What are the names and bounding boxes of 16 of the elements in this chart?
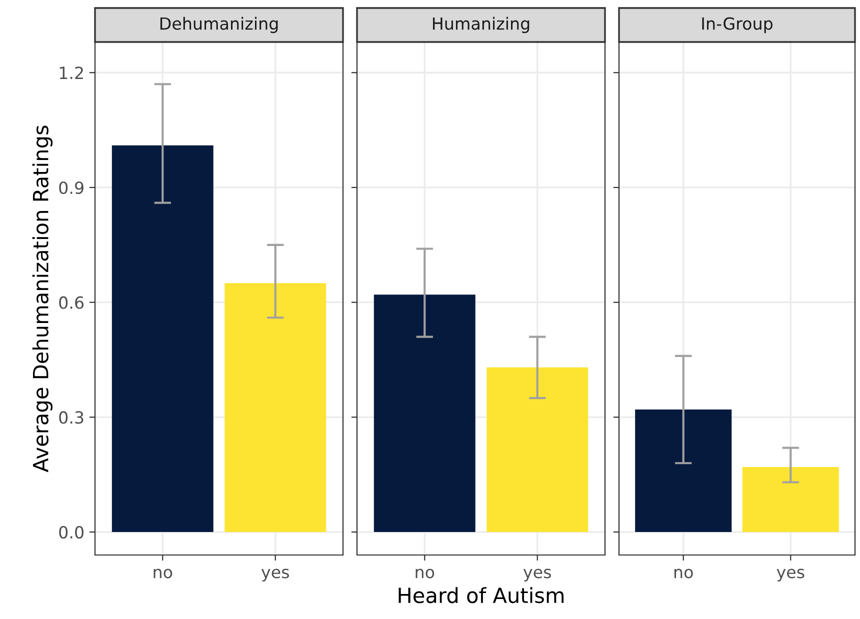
x-tick-label: yes [523,568,551,582]
chart-title: In-Group [702,17,773,34]
x-axis-title: Heard of Autism [398,587,564,604]
x-tick-label: yes [261,568,289,582]
y-tick-label: 0.3 [59,411,84,424]
x-tick-label: no [154,568,172,578]
y-tick-label: 0.9 [59,181,84,194]
chart-title: Humanizing [433,16,530,34]
x-tick-label: no [674,568,693,578]
y-tick-label: 1.2 [60,66,83,79]
x-tick-label: no [416,568,434,578]
y-tick-label: 0.0 [59,526,84,539]
y-tick-label: 0.6 [59,296,84,309]
x-tick-label: yes [776,568,804,582]
chart-title: Dehumanizing [160,16,278,34]
y-axis-title: Average Dehumanization Ratings [32,126,53,472]
